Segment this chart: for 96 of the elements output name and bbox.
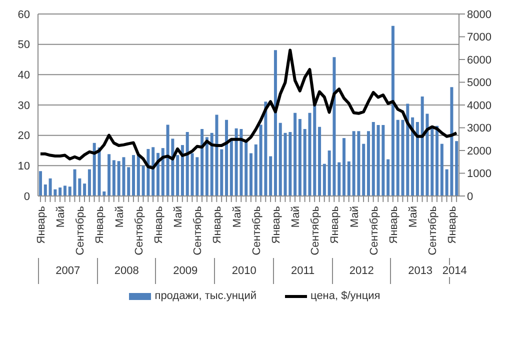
bar — [44, 184, 47, 196]
bar — [132, 155, 136, 196]
bar — [205, 137, 208, 196]
x-tick-label: Январь — [446, 206, 459, 244]
y2-tick-label: 6000 — [467, 54, 492, 66]
bar — [127, 167, 130, 196]
x-tick-label: Май — [172, 206, 185, 228]
bar — [362, 144, 366, 196]
x-tick-label: Январь — [212, 206, 224, 244]
text: 2008 — [113, 265, 140, 277]
x-tick-label: Сентябрь — [427, 206, 440, 256]
bar — [372, 122, 375, 196]
bar — [294, 112, 297, 196]
bar — [58, 188, 62, 196]
bar — [338, 162, 341, 196]
bar — [83, 184, 86, 196]
y2-tick-label: 7000 — [467, 32, 492, 44]
text: 2011 — [290, 265, 316, 277]
x-tick-label: Январь — [94, 206, 106, 244]
text: 2007 — [54, 265, 82, 277]
y2-tick-label: 8000 — [467, 8, 492, 21]
bar — [342, 138, 346, 196]
bar — [455, 141, 458, 196]
bar — [416, 122, 419, 196]
x-tick-label: Май — [348, 206, 361, 228]
bar — [318, 126, 322, 196]
bar — [244, 140, 248, 196]
legend-label: цена, $/унция — [310, 290, 380, 302]
bar — [108, 154, 111, 196]
text: 2013 — [407, 265, 434, 277]
x-tick-label: Май — [231, 206, 244, 228]
bar — [322, 164, 326, 196]
y-tick-label: 30 — [18, 100, 30, 112]
bar — [278, 122, 282, 196]
x-tick-label: Сентябрь — [74, 206, 87, 256]
y2-tick-label: 0 — [467, 190, 474, 203]
bar — [68, 186, 72, 196]
bar — [430, 126, 434, 196]
text: 2014 — [441, 265, 468, 277]
bar — [220, 149, 224, 196]
x-tick-label: Январь — [270, 206, 282, 244]
x-tick-label: Январь — [152, 206, 165, 244]
bar — [386, 159, 390, 196]
x-tick-label: Май — [114, 206, 126, 228]
y2-tick-label: 5000 — [467, 77, 492, 90]
y-tick-label: 50 — [18, 39, 30, 52]
bar — [88, 169, 91, 196]
y2-tick-label: 1000 — [467, 168, 492, 180]
y2-tick-label: 3000 — [467, 122, 492, 135]
x-tick-label: Май — [55, 206, 68, 228]
bar — [298, 118, 302, 196]
bar — [161, 148, 164, 196]
y-tick-label: 60 — [18, 8, 30, 21]
y2-tick-label: 4000 — [467, 100, 492, 112]
bar — [39, 171, 42, 196]
bar — [269, 156, 272, 196]
bar — [440, 144, 444, 196]
bar — [250, 153, 252, 196]
legend-label: продажи, тыс.унций — [154, 290, 257, 302]
bar — [391, 26, 394, 196]
y2-tick-label: 2000 — [467, 145, 492, 158]
bar — [200, 128, 204, 196]
bar — [225, 120, 228, 196]
y-tick-label: 10 — [18, 160, 30, 173]
bar — [230, 140, 233, 196]
bar — [63, 186, 66, 196]
x-tick-label: Январь — [35, 206, 48, 244]
x-tick-label: Сентябрь — [368, 206, 380, 256]
bar — [176, 155, 180, 196]
x-tick-label: Май — [290, 206, 302, 228]
y-tick-label: 0 — [24, 190, 30, 203]
x-tick-label: Сентябрь — [310, 206, 322, 256]
bar — [112, 160, 116, 196]
bar — [254, 144, 258, 196]
bar — [152, 147, 155, 196]
bar — [396, 120, 400, 196]
bar — [186, 132, 189, 196]
y-tick-label: 40 — [18, 70, 30, 82]
bar — [347, 161, 350, 196]
x-tick-label: Январь — [388, 206, 400, 244]
x-tick-label: Май — [407, 206, 420, 228]
bar — [136, 155, 140, 196]
x-tick-label: Сентябрь — [192, 206, 204, 256]
bar — [274, 50, 277, 196]
bar — [313, 106, 316, 196]
x-tick-label: Сентябрь — [133, 206, 146, 256]
bar — [366, 131, 370, 196]
bar — [411, 117, 414, 196]
x-tick-label: Январь — [329, 206, 342, 244]
bar — [436, 126, 439, 196]
text: 2012 — [348, 265, 375, 277]
text: 2009 — [172, 265, 199, 277]
y-tick-label: 20 — [18, 130, 30, 142]
x-tick-label: Сентябрь — [250, 206, 263, 256]
text: 2010 — [230, 265, 258, 277]
bar — [180, 145, 184, 196]
